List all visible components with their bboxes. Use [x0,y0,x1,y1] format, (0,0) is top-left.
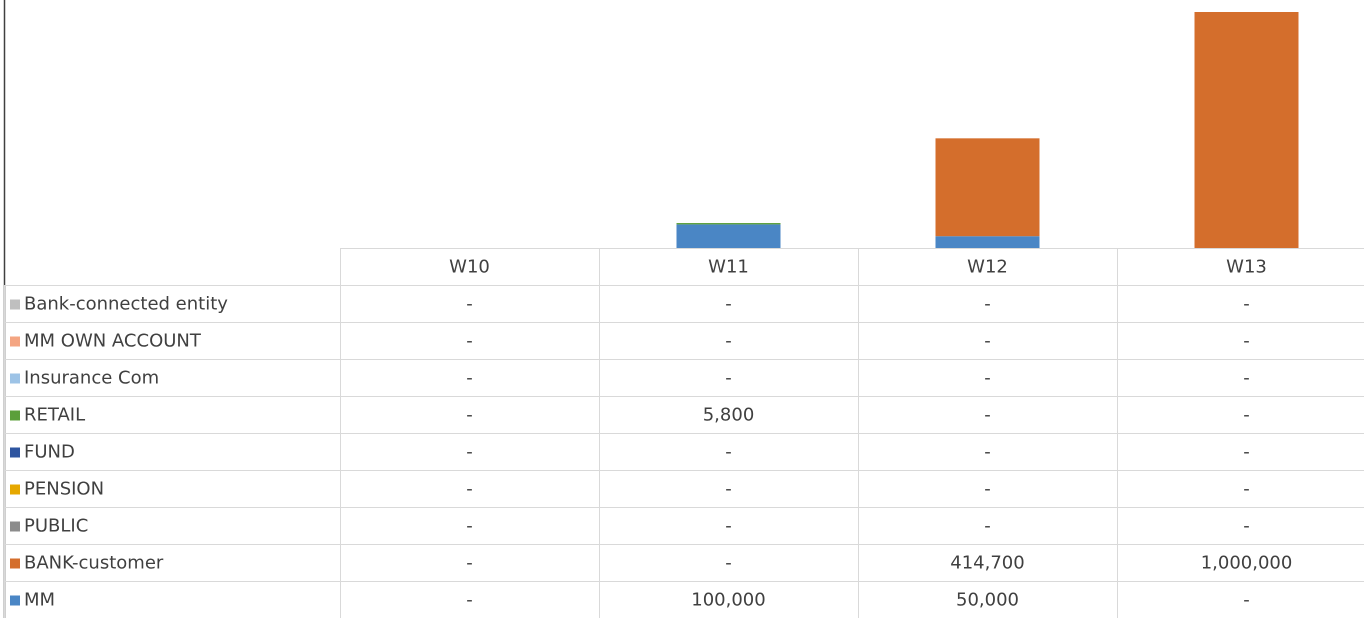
x-tick-label: W11 [708,257,749,278]
x-tick-label: W13 [1226,257,1267,278]
legend-swatch [10,521,20,532]
legend-label: MM OWN ACCOUNT [24,331,202,352]
cell: - [725,553,732,574]
cell: - [1243,516,1250,537]
cell: - [1243,442,1250,463]
x-tick-label: W12 [967,257,1008,278]
cell: - [725,442,732,463]
legend-label: FUND [24,442,75,463]
cell: - [725,516,732,537]
cell: - [466,553,473,574]
cell: - [466,331,473,352]
cell: - [984,331,991,352]
cell: - [984,479,991,500]
legend-label: PENSION [24,479,104,500]
cell: - [725,331,732,352]
bar-segment [935,138,1040,237]
cell: - [984,405,991,426]
cell: - [466,368,473,389]
cell: 1,000,000 [1201,553,1293,574]
legend-label: Bank-connected entity [24,294,228,315]
legend-swatch [10,373,20,384]
legend-label: Insurance Com [24,368,159,389]
cell: - [466,516,473,537]
legend-swatch [10,447,20,458]
cell: - [1243,368,1250,389]
cell: 50,000 [956,590,1019,611]
cell: - [466,405,473,426]
cell: 5,800 [703,405,755,426]
cell: - [1243,405,1250,426]
cell: - [1243,590,1250,611]
x-tick-label: W10 [449,257,490,278]
cell: 414,700 [950,553,1024,574]
cell: - [984,294,991,315]
legend-swatch [10,410,20,421]
legend-swatch [10,558,20,569]
cell: - [725,368,732,389]
bar-segment [676,223,781,225]
cell: - [725,294,732,315]
legend-swatch [10,484,20,495]
bar-segment [676,224,781,248]
legend-swatch [10,595,20,606]
legend-swatch [10,299,20,310]
cell: - [1243,294,1250,315]
cell: - [466,479,473,500]
cell: - [725,479,732,500]
cell: - [466,442,473,463]
cell: - [466,590,473,611]
bar-segment [935,236,1040,248]
legend-label: BANK-customer [24,553,164,574]
cell: - [1243,479,1250,500]
cell: - [984,516,991,537]
legend-label: MM [24,590,55,611]
cell: - [1243,331,1250,352]
cell: - [984,368,991,389]
legend-label: PUBLIC [24,516,88,537]
cell: - [466,294,473,315]
cell: - [984,442,991,463]
legend-swatch [10,336,20,347]
legend-label: RETAIL [24,405,85,426]
bar-segment [1194,12,1299,248]
cell: 100,000 [691,590,765,611]
